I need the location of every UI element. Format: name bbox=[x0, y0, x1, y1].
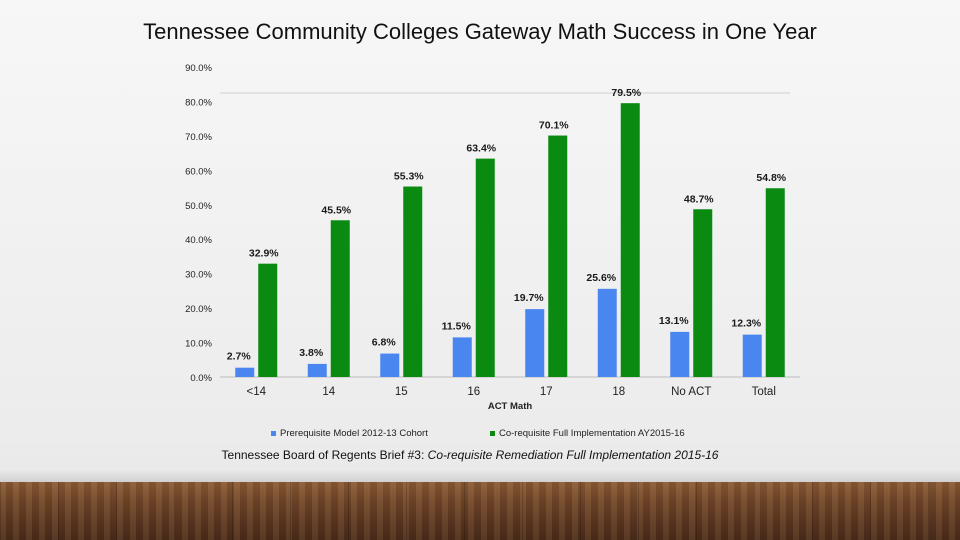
data-label-prerequisite: 2.7% bbox=[227, 351, 252, 363]
x-tick-label: 17 bbox=[540, 386, 553, 398]
data-label-corequisite: 63.4% bbox=[466, 143, 496, 155]
bar-corequisite bbox=[475, 158, 495, 377]
bar-corequisite bbox=[620, 103, 640, 378]
y-tick-label: 90.0% bbox=[185, 63, 212, 74]
chart-title: Tennessee Community Colleges Gateway Mat… bbox=[143, 19, 817, 44]
bar-prerequisite bbox=[742, 334, 762, 377]
bar-prerequisite bbox=[380, 353, 400, 377]
x-tick-label: 15 bbox=[395, 386, 408, 398]
caption-prefix: Tennessee Board of Regents Brief #3: bbox=[221, 448, 428, 462]
x-tick-label: No ACT bbox=[671, 386, 711, 398]
caption-italic: Co-requisite Remediation Full Implementa… bbox=[427, 448, 719, 462]
bar-corequisite bbox=[258, 263, 278, 377]
bar-prerequisite bbox=[307, 363, 327, 377]
data-label-corequisite: 32.9% bbox=[249, 248, 279, 260]
y-tick-label: 0.0% bbox=[190, 373, 212, 384]
x-axis-title: ACT Math bbox=[488, 401, 533, 412]
bar-prerequisite bbox=[452, 337, 472, 377]
wood-floor-decoration bbox=[0, 482, 960, 540]
data-label-prerequisite: 19.7% bbox=[514, 292, 544, 304]
legend-swatch bbox=[490, 431, 495, 436]
legend-label: Prerequisite Model 2012-13 Cohort bbox=[280, 428, 428, 439]
bar-prerequisite bbox=[597, 288, 617, 377]
data-label-prerequisite: 13.1% bbox=[659, 315, 689, 327]
data-label-prerequisite: 3.8% bbox=[299, 347, 324, 359]
y-tick-label: 70.0% bbox=[185, 132, 212, 143]
floor-shadow bbox=[0, 470, 960, 484]
y-tick-label: 30.0% bbox=[185, 270, 212, 281]
data-label-prerequisite: 11.5% bbox=[442, 320, 472, 332]
data-label-corequisite: 45.5% bbox=[321, 204, 351, 216]
data-label-corequisite: 54.8% bbox=[756, 172, 786, 184]
y-tick-label: 20.0% bbox=[185, 304, 212, 315]
bar-corequisite bbox=[765, 188, 785, 377]
data-label-corequisite: 70.1% bbox=[539, 120, 569, 132]
bar-corequisite bbox=[330, 220, 350, 377]
x-tick-label: <14 bbox=[246, 386, 266, 398]
x-tick-label: 18 bbox=[612, 386, 625, 398]
data-label-corequisite: 79.5% bbox=[611, 87, 641, 99]
x-tick-label: 16 bbox=[467, 386, 480, 398]
data-label-prerequisite: 12.3% bbox=[731, 318, 761, 330]
data-label-corequisite: 48.7% bbox=[684, 193, 714, 205]
legend-swatch bbox=[271, 431, 276, 436]
bar-corequisite bbox=[693, 209, 713, 377]
x-tick-label: Total bbox=[752, 386, 776, 398]
bar-prerequisite bbox=[525, 309, 545, 377]
y-tick-label: 40.0% bbox=[185, 235, 212, 246]
bar-corequisite bbox=[548, 135, 568, 377]
bar-corequisite bbox=[403, 186, 423, 377]
y-tick-label: 60.0% bbox=[185, 166, 212, 177]
data-label-corequisite: 55.3% bbox=[394, 171, 424, 183]
y-tick-label: 10.0% bbox=[185, 339, 212, 350]
data-label-prerequisite: 25.6% bbox=[586, 272, 616, 284]
bar-prerequisite bbox=[235, 367, 255, 377]
legend-label: Co-requisite Full Implementation AY2015-… bbox=[499, 428, 685, 439]
data-label-prerequisite: 6.8% bbox=[372, 337, 397, 349]
x-tick-label: 14 bbox=[322, 386, 335, 398]
y-tick-label: 80.0% bbox=[185, 97, 212, 108]
bar-prerequisite bbox=[670, 331, 690, 377]
source-caption: Tennessee Board of Regents Brief #3: Co-… bbox=[120, 448, 820, 462]
y-tick-label: 50.0% bbox=[185, 201, 212, 212]
